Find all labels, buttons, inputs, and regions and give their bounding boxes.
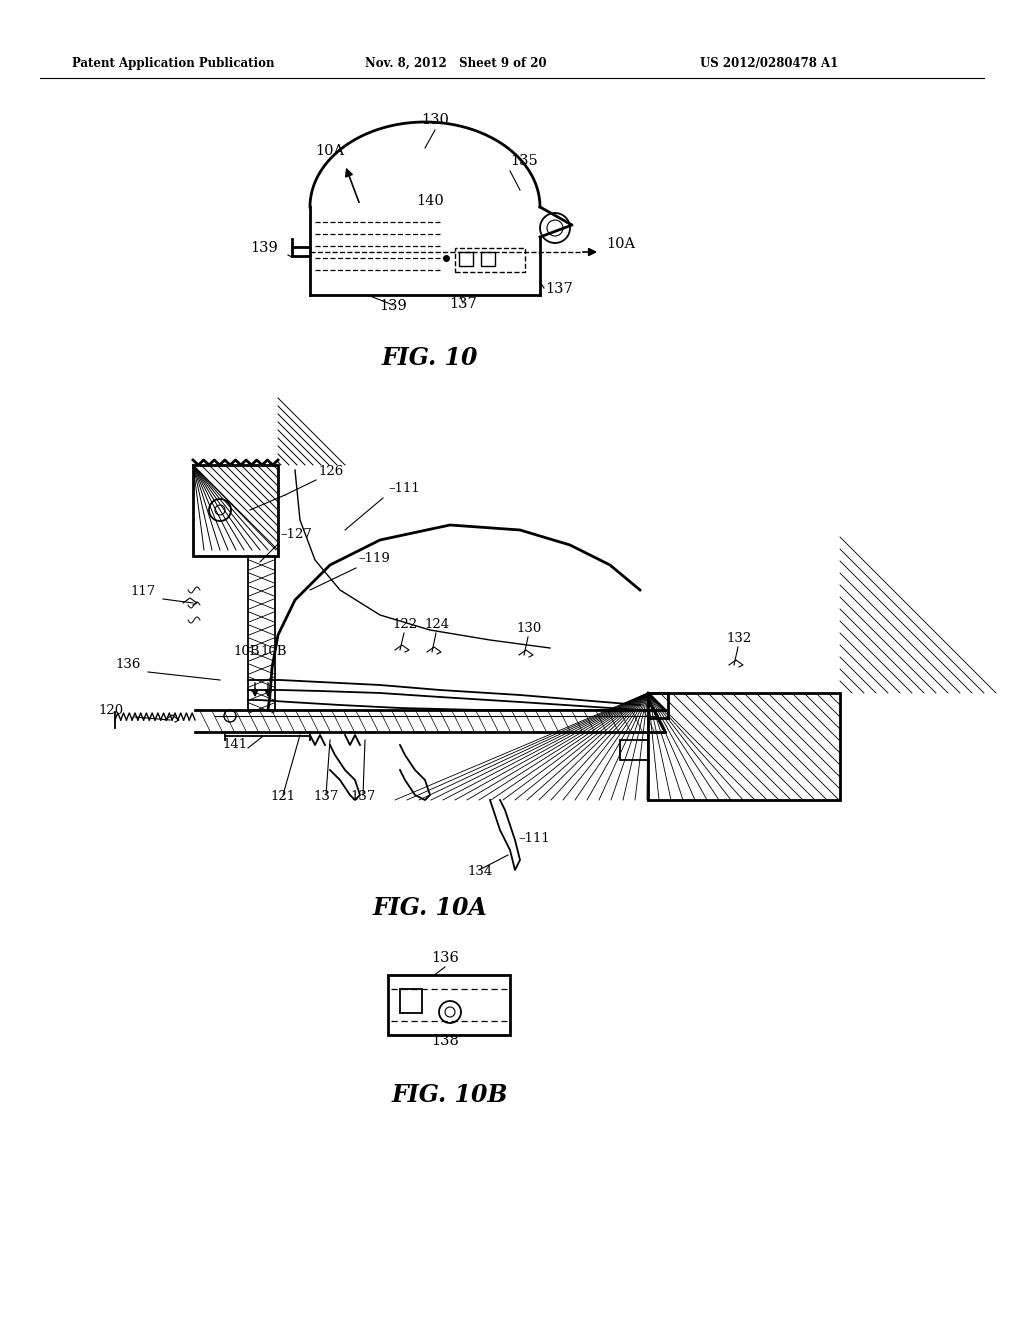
Bar xyxy=(620,741,648,760)
Text: 132: 132 xyxy=(726,632,752,645)
Text: 122: 122 xyxy=(392,618,417,631)
Bar xyxy=(459,252,473,267)
Text: 10B: 10B xyxy=(260,645,287,657)
Text: 10B: 10B xyxy=(233,645,259,657)
Bar xyxy=(455,248,525,272)
Text: FIG. 10: FIG. 10 xyxy=(382,346,478,370)
Text: 139: 139 xyxy=(379,300,407,313)
Bar xyxy=(388,975,510,1035)
Text: 137: 137 xyxy=(350,789,376,803)
Text: –111: –111 xyxy=(388,482,420,495)
Text: Patent Application Publication: Patent Application Publication xyxy=(72,57,274,70)
Text: 130: 130 xyxy=(421,114,449,127)
Text: 134: 134 xyxy=(467,865,493,878)
Text: US 2012/0280478 A1: US 2012/0280478 A1 xyxy=(700,57,839,70)
Text: FIG. 10B: FIG. 10B xyxy=(392,1082,508,1107)
Bar xyxy=(481,252,495,267)
Bar xyxy=(248,554,275,710)
Text: –127: –127 xyxy=(280,528,312,541)
Text: –119: –119 xyxy=(358,552,390,565)
Text: 139: 139 xyxy=(250,242,278,255)
Text: 140: 140 xyxy=(416,194,443,209)
Text: 124: 124 xyxy=(424,618,450,631)
Text: Nov. 8, 2012   Sheet 9 of 20: Nov. 8, 2012 Sheet 9 of 20 xyxy=(365,57,547,70)
Bar xyxy=(400,989,422,1012)
Text: 135: 135 xyxy=(510,154,538,168)
Text: 10A: 10A xyxy=(606,238,635,251)
Text: 138: 138 xyxy=(431,1034,459,1048)
Text: 137: 137 xyxy=(545,282,572,296)
Text: 136: 136 xyxy=(115,657,140,671)
Text: 130: 130 xyxy=(516,622,542,635)
Text: 137: 137 xyxy=(313,789,338,803)
Text: 137: 137 xyxy=(450,297,477,312)
Text: FIG. 10A: FIG. 10A xyxy=(373,896,487,920)
Text: 136: 136 xyxy=(431,950,459,965)
Text: 126: 126 xyxy=(318,465,343,478)
Text: 141: 141 xyxy=(222,738,247,751)
Bar xyxy=(193,465,278,556)
Text: 121: 121 xyxy=(270,789,295,803)
Text: 117: 117 xyxy=(130,585,156,598)
Bar xyxy=(648,693,840,800)
Text: –111: –111 xyxy=(518,832,550,845)
Text: 120: 120 xyxy=(98,704,123,717)
Text: 10A: 10A xyxy=(315,144,344,158)
